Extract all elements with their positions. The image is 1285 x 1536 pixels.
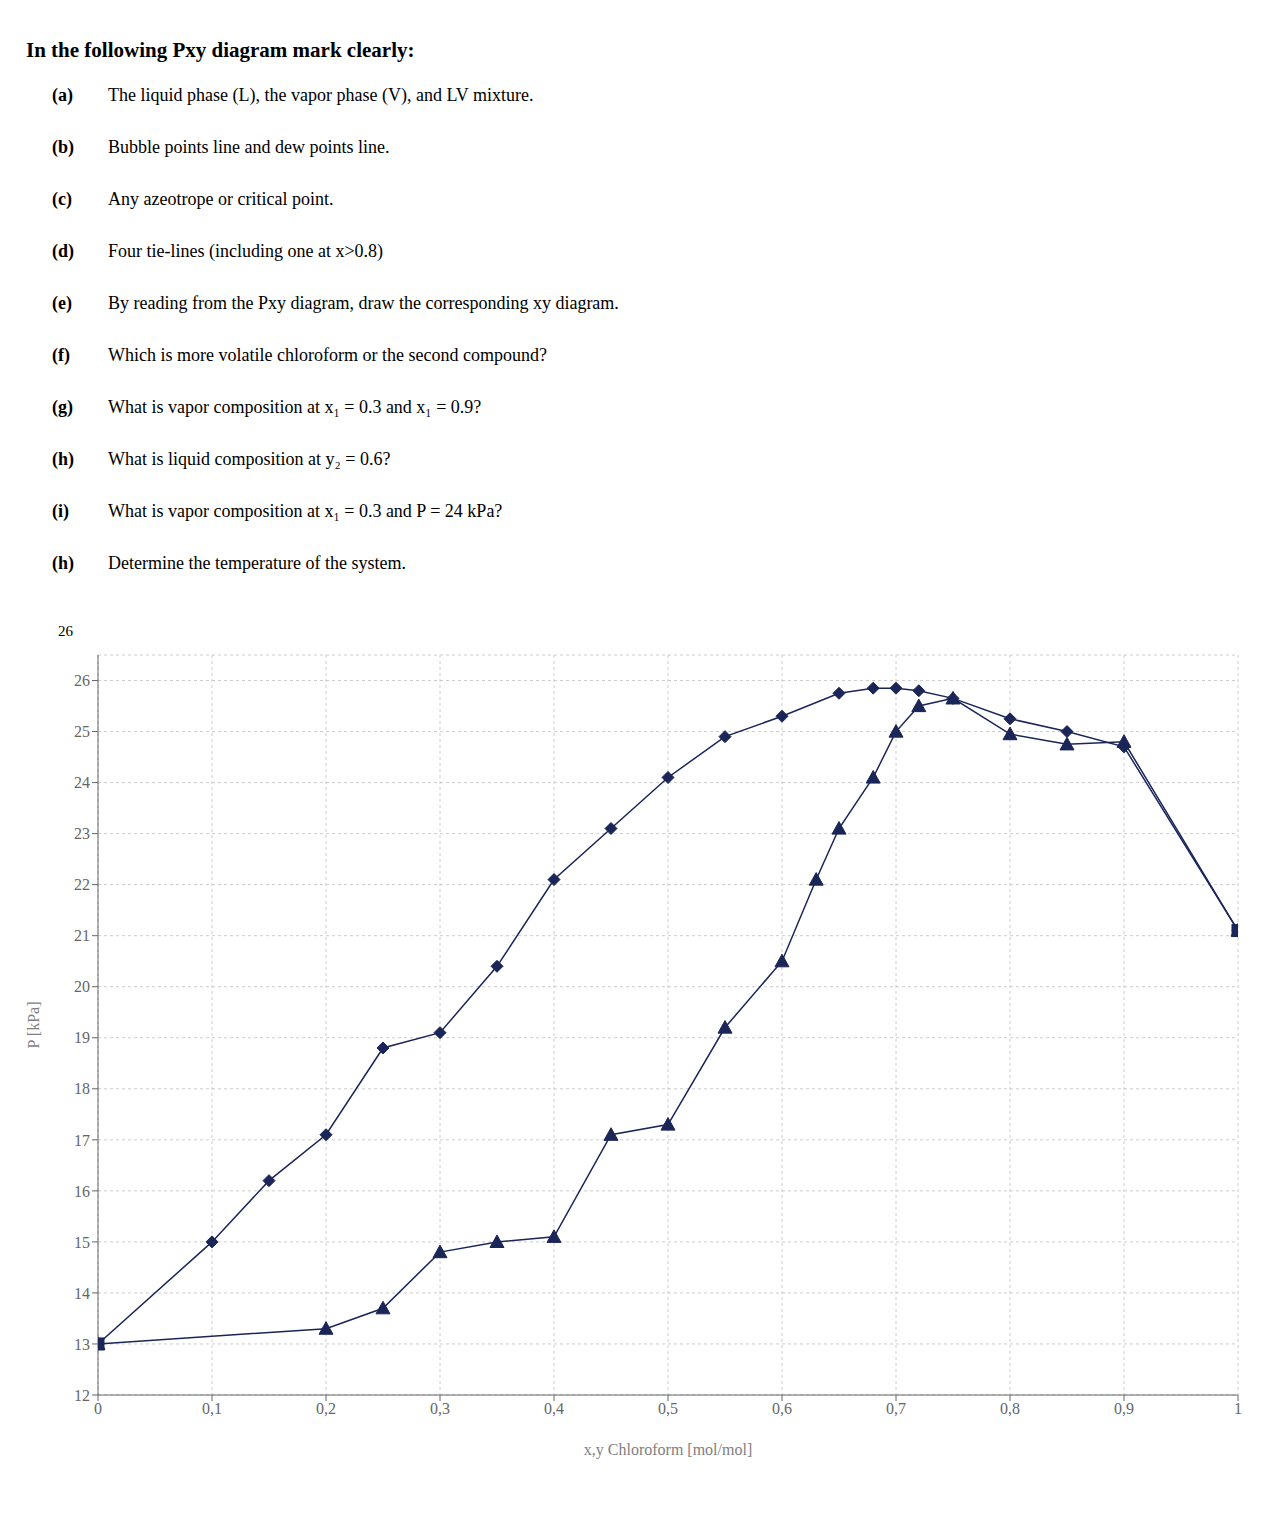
- svg-text:23: 23: [74, 825, 90, 842]
- svg-text:21: 21: [74, 927, 90, 944]
- svg-text:0,6: 0,6: [772, 1400, 792, 1417]
- html-text:(b): (b): [52, 137, 74, 157]
- html-text:26: 26: [58, 623, 73, 639]
- html-text:(f): (f): [52, 345, 70, 365]
- html-text:(d): (d): [52, 241, 74, 261]
- html-text:Any azeotrope or critical poin: Any azeotrope or critical point.: [108, 189, 334, 209]
- svg-text:14: 14: [74, 1285, 90, 1302]
- svg-text:1: 1: [1234, 1400, 1242, 1417]
- html-text:Bubble points line and dew poi: Bubble points line and dew points line.: [108, 137, 390, 157]
- html-text:(a): (a): [52, 85, 73, 105]
- html-text:Four tie-lines (including one: Four tie-lines (including one at x>0.8): [108, 241, 384, 261]
- svg-text:15: 15: [74, 1234, 90, 1251]
- svg-text:0,4: 0,4: [544, 1400, 564, 1417]
- html-text:Determine the temperature of t: Determine the temperature of the system.: [108, 553, 406, 573]
- html-text:(h): (h): [52, 553, 74, 573]
- svg-text:0: 0: [94, 1400, 102, 1417]
- svg-text:0,5: 0,5: [658, 1400, 678, 1417]
- svg-text:20: 20: [74, 978, 90, 995]
- svg-text:P [kPa]: P [kPa]: [25, 1002, 42, 1049]
- svg-text:26: 26: [74, 672, 90, 689]
- html-text:(i): (i): [52, 501, 69, 521]
- svg-text:12: 12: [74, 1387, 90, 1404]
- svg-text:0,9: 0,9: [1114, 1400, 1134, 1417]
- svg-text:25: 25: [74, 723, 90, 740]
- html-text:By reading from the Pxy diagra: By reading from the Pxy diagram, draw th…: [108, 293, 619, 313]
- html-text:In the following Pxy diagram m: In the following Pxy diagram mark clearl…: [26, 38, 415, 62]
- svg-text:16: 16: [74, 1183, 90, 1200]
- svg-text:19: 19: [74, 1029, 90, 1046]
- svg-text:22: 22: [74, 876, 90, 893]
- svg-text:17: 17: [74, 1132, 90, 1149]
- html-text:(c): (c): [52, 189, 72, 209]
- svg-text:13: 13: [74, 1336, 90, 1353]
- html-text:(g): (g): [52, 397, 73, 417]
- svg-text:x,y Chloroform [mol/mol]: x,y Chloroform [mol/mol]: [584, 1441, 752, 1459]
- svg-text:18: 18: [74, 1080, 90, 1097]
- svg-text:0,1: 0,1: [202, 1400, 222, 1417]
- svg-text:0,3: 0,3: [430, 1400, 450, 1417]
- html-text:What is vapor composition at x: What is vapor composition at x₁ = 0.3 an…: [108, 501, 503, 521]
- html-text:What is liquid composition at: What is liquid composition at y₂ = 0.6?: [108, 449, 391, 469]
- html-text:(e): (e): [52, 293, 72, 313]
- svg-text:24: 24: [74, 774, 90, 791]
- svg-text:0,8: 0,8: [1000, 1400, 1020, 1417]
- html-text:(h): (h): [52, 449, 74, 469]
- html-text:Which is more volatile chlorof: Which is more volatile chloroform or the…: [108, 345, 547, 365]
- html-text:What is vapor composition at x: What is vapor composition at x₁ = 0.3 an…: [108, 397, 482, 417]
- svg-text:0,2: 0,2: [316, 1400, 336, 1417]
- html-text:The liquid phase (L), the vapo: The liquid phase (L), the vapor phase (V…: [108, 85, 534, 105]
- svg-text:0,7: 0,7: [886, 1400, 906, 1417]
